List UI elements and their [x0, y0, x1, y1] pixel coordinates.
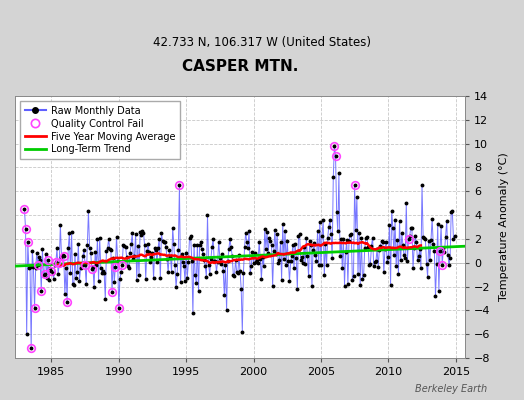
Legend: Raw Monthly Data, Quality Control Fail, Five Year Moving Average, Long-Term Tren: Raw Monthly Data, Quality Control Fail, … [20, 101, 180, 159]
Text: 42.733 N, 106.317 W (United States): 42.733 N, 106.317 W (United States) [153, 36, 371, 49]
Text: Berkeley Earth: Berkeley Earth [415, 384, 487, 394]
Title: CASPER MTN.: CASPER MTN. [182, 59, 298, 74]
Y-axis label: Temperature Anomaly (°C): Temperature Anomaly (°C) [499, 153, 509, 301]
